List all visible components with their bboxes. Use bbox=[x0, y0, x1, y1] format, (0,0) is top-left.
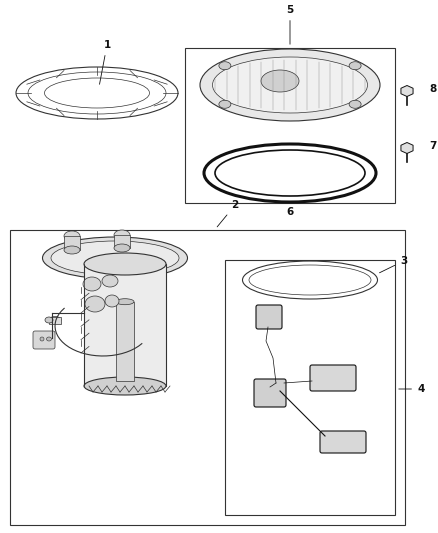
Bar bbox=[225, 260, 395, 515]
Ellipse shape bbox=[261, 70, 299, 92]
Ellipse shape bbox=[349, 100, 361, 108]
Ellipse shape bbox=[105, 295, 119, 307]
Ellipse shape bbox=[49, 317, 61, 324]
Text: 6: 6 bbox=[286, 207, 293, 217]
Bar bbox=[10, 230, 405, 525]
Ellipse shape bbox=[349, 62, 361, 70]
FancyBboxPatch shape bbox=[320, 431, 366, 453]
Ellipse shape bbox=[40, 337, 44, 341]
Polygon shape bbox=[401, 85, 413, 96]
Bar bbox=[84, 264, 166, 386]
Text: 1: 1 bbox=[99, 40, 111, 84]
Text: 5: 5 bbox=[286, 5, 293, 44]
Polygon shape bbox=[401, 142, 413, 154]
Ellipse shape bbox=[219, 100, 231, 108]
Ellipse shape bbox=[85, 296, 105, 312]
FancyBboxPatch shape bbox=[310, 365, 356, 391]
Bar bbox=[114, 235, 130, 248]
Ellipse shape bbox=[42, 237, 187, 279]
Text: 7: 7 bbox=[429, 141, 436, 151]
Ellipse shape bbox=[212, 57, 367, 113]
Text: 3: 3 bbox=[379, 256, 407, 273]
Bar bbox=[116, 302, 134, 381]
FancyBboxPatch shape bbox=[256, 305, 282, 329]
Ellipse shape bbox=[83, 277, 101, 291]
FancyBboxPatch shape bbox=[254, 379, 286, 407]
Ellipse shape bbox=[219, 62, 231, 70]
Bar bbox=[64, 236, 80, 250]
Text: 8: 8 bbox=[429, 84, 436, 94]
Ellipse shape bbox=[64, 246, 80, 254]
Bar bbox=[185, 48, 395, 203]
Ellipse shape bbox=[116, 298, 134, 305]
FancyBboxPatch shape bbox=[33, 331, 55, 349]
Bar bbox=[49, 317, 61, 324]
Ellipse shape bbox=[200, 49, 380, 121]
Ellipse shape bbox=[114, 230, 130, 240]
Ellipse shape bbox=[84, 253, 166, 275]
Ellipse shape bbox=[46, 337, 52, 341]
Ellipse shape bbox=[84, 377, 166, 395]
Ellipse shape bbox=[51, 241, 179, 275]
Ellipse shape bbox=[64, 231, 80, 241]
Ellipse shape bbox=[102, 275, 118, 287]
Text: 2: 2 bbox=[217, 200, 239, 227]
Ellipse shape bbox=[114, 244, 130, 252]
Text: 4: 4 bbox=[399, 384, 424, 394]
Ellipse shape bbox=[45, 317, 53, 323]
